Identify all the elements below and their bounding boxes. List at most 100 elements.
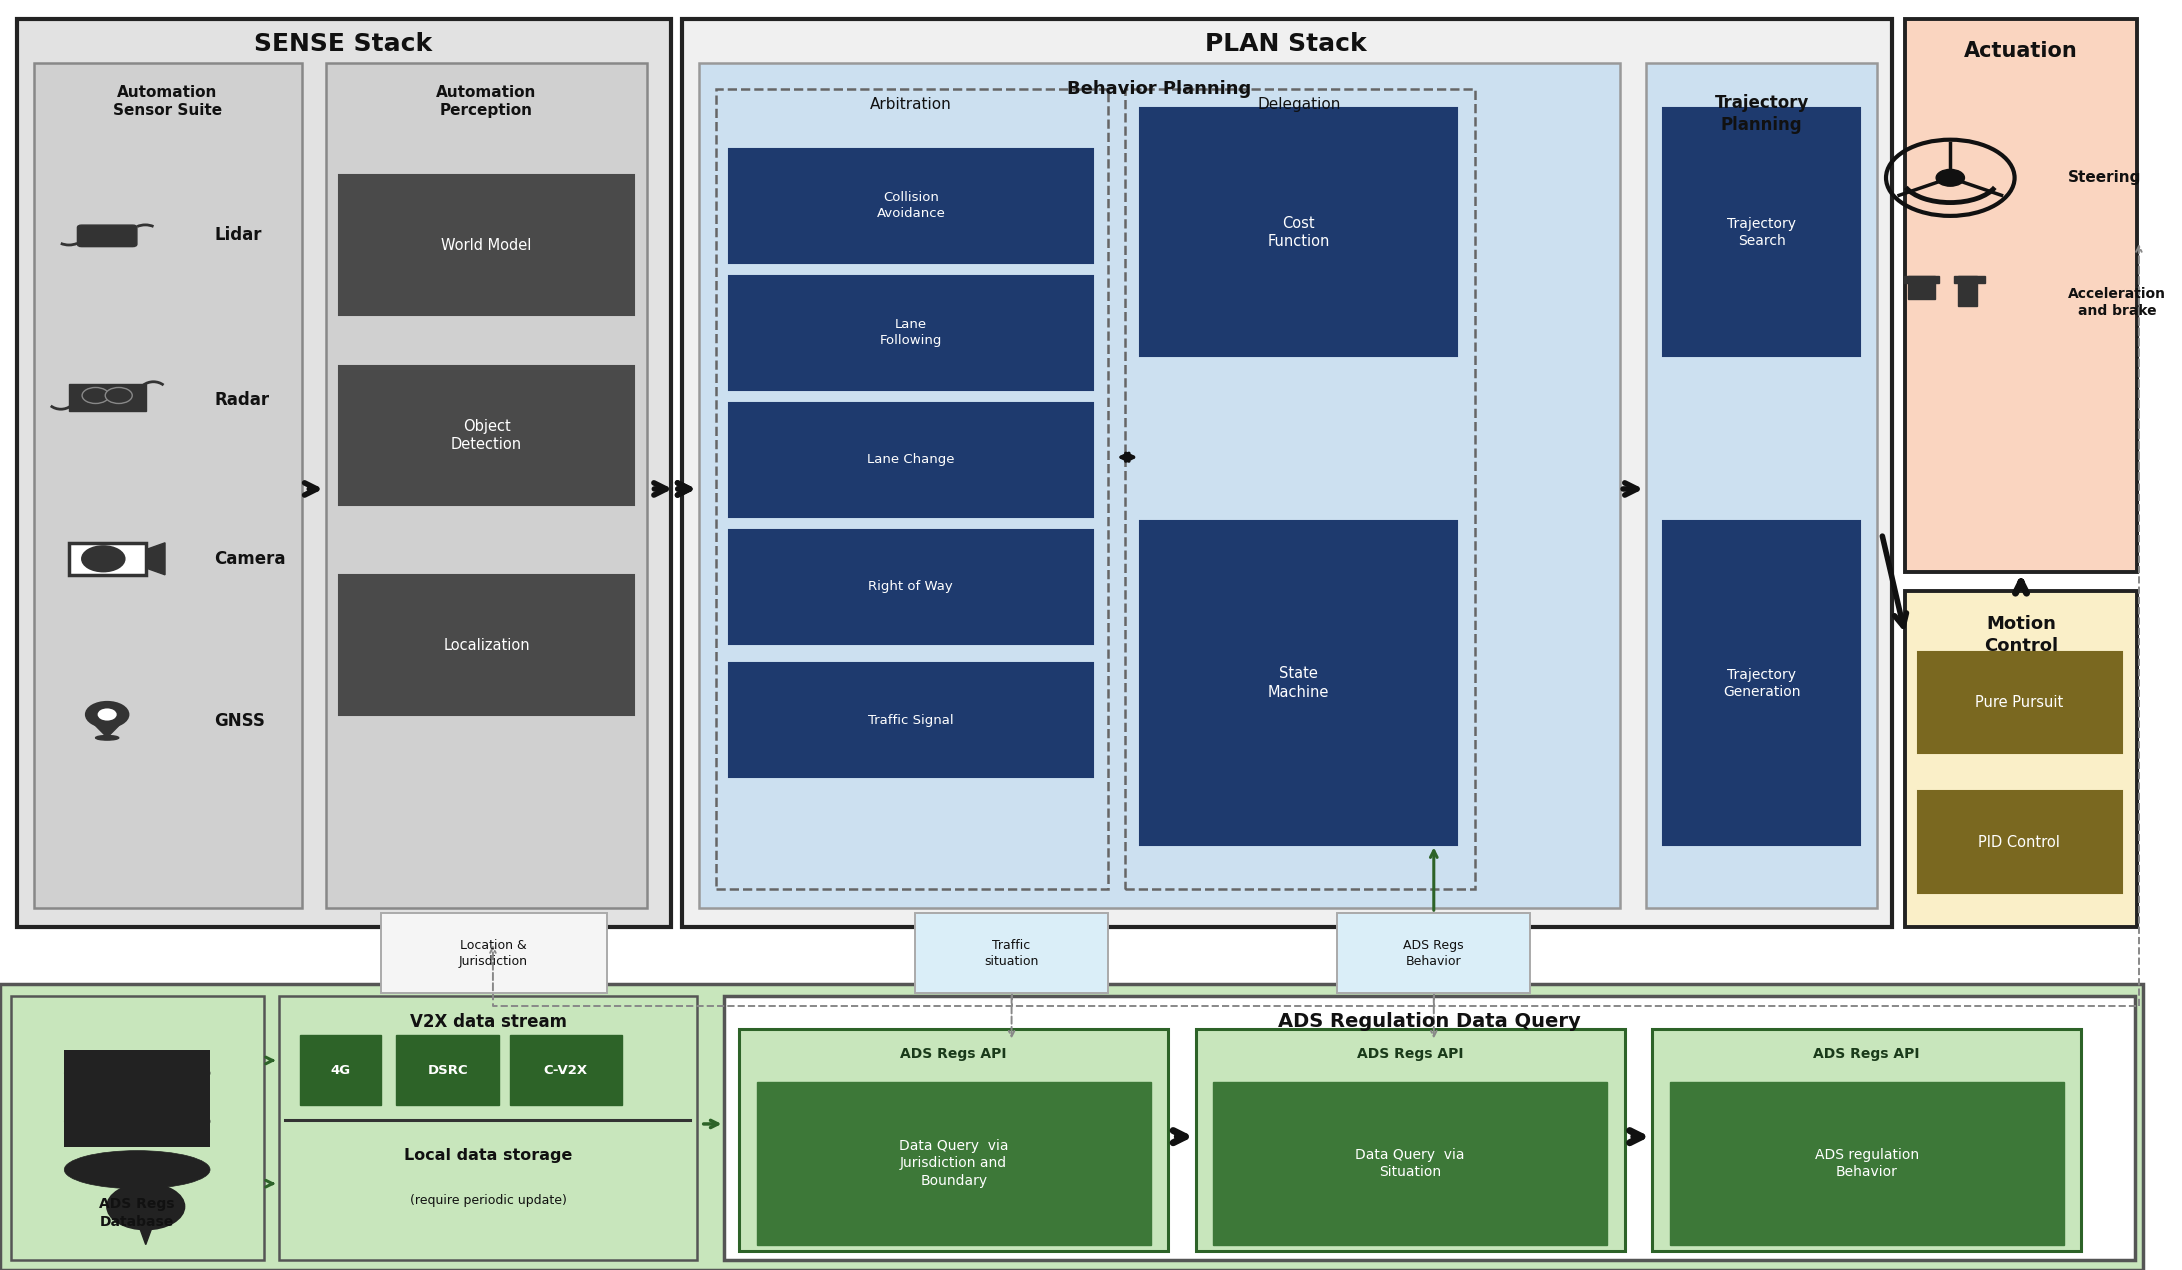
Bar	[698, 64, 1621, 908]
Text: Trajectory
Planning: Trajectory Planning	[1715, 94, 1809, 135]
Text: Automation
Perception: Automation Perception	[436, 85, 537, 118]
Ellipse shape	[63, 1151, 209, 1189]
Bar	[740, 1029, 1167, 1251]
Circle shape	[107, 1184, 183, 1229]
Bar	[1918, 791, 2121, 893]
Ellipse shape	[63, 1054, 209, 1092]
Text: Object
Detection: Object Detection	[452, 419, 521, 452]
Text: State
Machine: State Machine	[1268, 667, 1329, 700]
Text: Lane Change: Lane Change	[866, 453, 954, 466]
Bar	[729, 530, 1093, 644]
Text: Local data storage: Local data storage	[404, 1148, 574, 1163]
Bar	[1669, 1082, 2064, 1245]
Bar	[301, 1035, 382, 1105]
Bar	[1957, 277, 1977, 306]
Text: ADS Regs
Behavior: ADS Regs Behavior	[1403, 940, 1464, 968]
Bar	[1905, 19, 2136, 572]
Text: ADS Regs API: ADS Regs API	[1357, 1046, 1464, 1062]
Bar	[68, 384, 146, 411]
Bar	[1905, 591, 2136, 927]
Bar	[35, 64, 301, 908]
Bar	[729, 663, 1093, 777]
Text: Localization: Localization	[443, 638, 530, 653]
Text: Cost
Function: Cost Function	[1268, 216, 1331, 249]
Bar	[338, 366, 635, 505]
Text: V2X data stream: V2X data stream	[410, 1013, 567, 1031]
Text: Right of Way: Right of Way	[868, 580, 954, 593]
Bar	[1918, 652, 2121, 753]
Bar	[17, 19, 670, 927]
Text: Trajectory
Generation: Trajectory Generation	[1724, 668, 1800, 698]
Bar	[0, 984, 2143, 1270]
Bar	[63, 1099, 209, 1147]
Bar	[1213, 1082, 1608, 1245]
Circle shape	[83, 387, 109, 404]
Text: Collision
Avoidance: Collision Avoidance	[877, 192, 945, 220]
Bar	[1955, 277, 1986, 283]
Bar	[724, 996, 2134, 1260]
Bar	[1663, 521, 1861, 845]
Polygon shape	[146, 542, 166, 575]
Text: Camera: Camera	[214, 550, 286, 568]
Bar	[279, 996, 696, 1260]
Text: Motion
Control: Motion Control	[1983, 615, 2058, 655]
Circle shape	[83, 546, 124, 572]
Bar	[1126, 89, 1475, 889]
Circle shape	[105, 387, 133, 404]
Text: (require periodic update): (require periodic update)	[410, 1194, 567, 1206]
Text: 4G: 4G	[332, 1064, 351, 1077]
Bar	[729, 276, 1093, 390]
Bar	[338, 575, 635, 715]
Ellipse shape	[96, 735, 118, 740]
Bar	[1141, 521, 1458, 845]
Text: Arbitration: Arbitration	[871, 97, 951, 112]
Text: ADS regulation
Behavior: ADS regulation Behavior	[1815, 1148, 1918, 1179]
Text: ADS Regulation Data Query: ADS Regulation Data Query	[1279, 1012, 1582, 1030]
Polygon shape	[129, 1198, 164, 1245]
Text: Lane
Following: Lane Following	[879, 319, 943, 347]
Text: PLAN Stack: PLAN Stack	[1204, 33, 1366, 56]
Text: Acceleration
and brake: Acceleration and brake	[2069, 287, 2167, 318]
Bar	[716, 89, 1108, 889]
Bar	[757, 1082, 1150, 1245]
Text: ADS Regs API: ADS Regs API	[901, 1046, 1006, 1062]
Text: Delegation: Delegation	[1257, 97, 1340, 112]
Text: SENSE Stack: SENSE Stack	[253, 33, 432, 56]
Bar	[11, 996, 264, 1260]
Bar	[1141, 108, 1458, 356]
Text: World Model: World Model	[441, 237, 532, 253]
Bar	[397, 1035, 500, 1105]
Text: Lidar: Lidar	[214, 226, 262, 244]
Text: Data Query  via
Situation: Data Query via Situation	[1355, 1148, 1464, 1179]
Text: DSRC: DSRC	[428, 1064, 469, 1077]
Text: C-V2X: C-V2X	[543, 1064, 587, 1077]
Text: ADS Regs API: ADS Regs API	[1813, 1046, 1920, 1062]
Bar	[511, 1035, 622, 1105]
Circle shape	[1935, 169, 1964, 187]
Text: Pure Pursuit: Pure Pursuit	[1975, 695, 2062, 710]
Text: Steering: Steering	[2069, 170, 2141, 185]
Bar	[338, 175, 635, 315]
Bar	[1905, 277, 1940, 283]
Bar	[1663, 108, 1861, 356]
Text: Radar: Radar	[214, 391, 268, 409]
Bar	[1652, 1029, 2082, 1251]
Text: Behavior Planning: Behavior Planning	[1067, 80, 1252, 98]
Ellipse shape	[63, 1102, 209, 1140]
Text: PID Control: PID Control	[1977, 834, 2060, 850]
FancyBboxPatch shape	[76, 225, 137, 246]
Circle shape	[85, 702, 129, 726]
Bar	[1196, 1029, 1626, 1251]
Text: Actuation: Actuation	[1964, 41, 2077, 61]
Text: Traffic
situation: Traffic situation	[984, 940, 1039, 968]
Bar	[729, 403, 1093, 517]
Polygon shape	[87, 718, 127, 738]
Bar	[325, 64, 648, 908]
Bar	[1907, 277, 1935, 300]
Text: Traffic Signal: Traffic Signal	[868, 714, 954, 726]
Bar	[63, 1050, 209, 1099]
Text: ADS Regs
Database: ADS Regs Database	[100, 1198, 175, 1228]
Bar	[382, 913, 607, 993]
Circle shape	[96, 229, 118, 241]
Text: Trajectory
Search: Trajectory Search	[1728, 217, 1796, 248]
